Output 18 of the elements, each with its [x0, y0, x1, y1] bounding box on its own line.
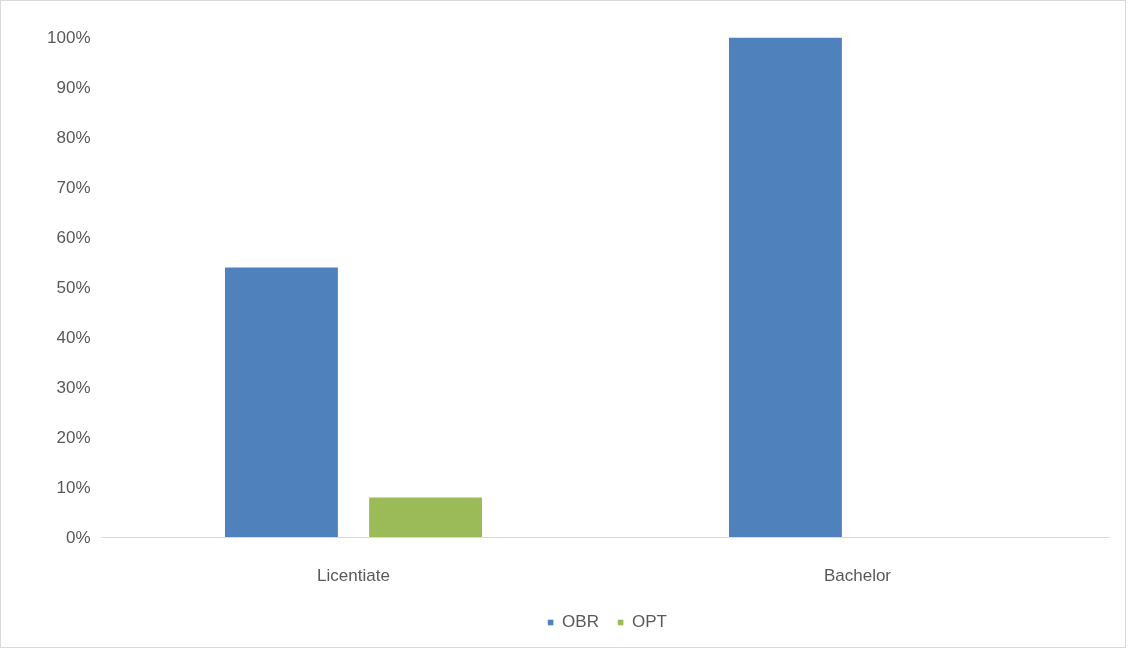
bar: [369, 497, 483, 538]
y-tick-label: 50%: [56, 278, 91, 297]
bar: [224, 267, 338, 538]
y-tick-label: 30%: [56, 378, 91, 397]
x-tick-label: Licentiate: [317, 565, 390, 585]
legend-label: OPT: [631, 612, 667, 632]
y-tick-label: 60%: [56, 228, 91, 247]
y-tick-label: 40%: [56, 328, 91, 347]
y-tick-label: 20%: [56, 428, 91, 447]
bar: [728, 37, 842, 538]
y-tick-label: 90%: [56, 78, 91, 97]
y-tick-label: 80%: [56, 128, 91, 147]
x-tick-label: Bachelor: [823, 565, 892, 585]
legend-label: OBR: [562, 612, 599, 632]
y-tick-label: 100%: [47, 28, 91, 47]
y-tick-label: 0%: [65, 528, 91, 547]
y-tick-label: 10%: [56, 478, 91, 497]
y-tick-label: 70%: [56, 178, 91, 197]
